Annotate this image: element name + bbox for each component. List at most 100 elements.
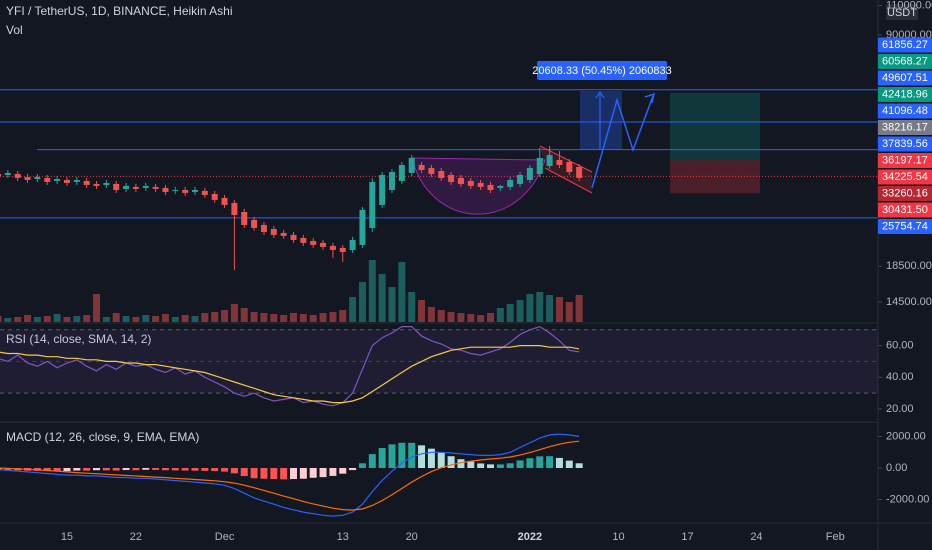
candle-body (320, 242, 327, 247)
currency[interactable]: USDT (887, 7, 917, 19)
measure-label-box (537, 61, 667, 80)
volume-bar (467, 314, 475, 322)
candle-body (103, 182, 110, 185)
candle-body (418, 164, 425, 171)
macd-histogram-bar (457, 459, 465, 469)
volume-bar (201, 313, 209, 322)
macd-line (0, 433, 580, 517)
arrow-head (644, 92, 656, 104)
volume-bar (63, 317, 71, 322)
volume-bar (457, 313, 465, 322)
price-badge (878, 54, 932, 69)
macd-histogram-bar (487, 464, 494, 469)
candle-body (517, 174, 524, 184)
candle-body (457, 177, 464, 184)
x-tick-label: 10 (612, 531, 624, 543)
volume-bar (102, 317, 110, 322)
price-badge (878, 70, 932, 86)
macd-histogram-bar (575, 463, 583, 469)
candle-body (231, 202, 238, 215)
candle-body (497, 185, 504, 188)
volume-bar (0, 316, 2, 322)
volume-bar (211, 312, 219, 322)
volume-bar (555, 297, 563, 322)
candle-body (221, 197, 228, 205)
macd-histogram-bar (408, 442, 416, 469)
position-risk (670, 160, 760, 194)
macd-histogram-bar (280, 468, 288, 480)
macd-histogram-bar (152, 468, 160, 470)
candle-body (34, 176, 41, 179)
candle-body (438, 170, 445, 178)
volume-bar (53, 314, 61, 322)
price-badge-label: 42418.96 (882, 88, 928, 100)
volume-bar (339, 310, 347, 322)
y-tick-label: 0.00 (886, 462, 907, 474)
macd-histogram-bar (63, 468, 71, 472)
volume-bar (152, 316, 160, 322)
candle-body (300, 237, 307, 243)
macd-histogram-bar (73, 468, 81, 471)
macd-histogram-bar (240, 468, 248, 477)
price-badge-label: 33260.16 (882, 187, 928, 199)
macd-histogram-bar (102, 468, 110, 471)
macd-histogram-bar (319, 468, 327, 478)
macd-histogram-bar (506, 463, 514, 469)
candle-body (182, 189, 189, 193)
volume-bar (575, 295, 583, 322)
y-tick-label: 60.00 (886, 339, 914, 351)
macd-histogram-bar (427, 448, 435, 469)
volume-bar (142, 315, 150, 322)
volume-bar (83, 315, 91, 322)
candle-body (142, 185, 149, 188)
x-tick-label: 22 (130, 531, 142, 543)
volume-bar (14, 317, 22, 322)
candle-body (201, 190, 208, 195)
price-badge (878, 186, 932, 201)
price-badge (878, 169, 932, 185)
price-badge-label: 61856.27 (882, 39, 928, 51)
y-tick-label: 110000.00 (886, 0, 932, 12)
candle-body (83, 180, 90, 185)
volume-bar (299, 314, 307, 322)
currency-box[interactable] (886, 4, 918, 20)
volume-bar (93, 294, 100, 322)
candle-body (369, 181, 376, 228)
candle-body (44, 177, 51, 182)
macd-histogram-bar (112, 468, 120, 471)
macd-histogram-bar (43, 468, 51, 472)
price-badge (878, 37, 932, 53)
price-badge-label: 34225.54 (882, 171, 928, 183)
channel-line (539, 145, 593, 173)
volume-bar (230, 304, 238, 322)
macd-histogram-bar (418, 445, 426, 469)
candle-body (14, 173, 21, 178)
macd-histogram-bar (447, 456, 455, 469)
volume-bar (132, 317, 140, 322)
volume-bar (309, 315, 317, 322)
macd-histogram-bar (211, 468, 219, 472)
volume-bar (358, 282, 366, 322)
x-tick-label: 13 (337, 531, 349, 543)
volume-bar (477, 315, 485, 322)
candle-body (162, 187, 169, 192)
macd-histogram-bar (171, 468, 179, 471)
price-badge (878, 87, 932, 102)
y-tick-label: 2000.00 (886, 430, 926, 442)
macd-histogram-bar (260, 468, 268, 479)
macd-histogram-bar (53, 468, 61, 472)
candle-body (398, 164, 405, 181)
price-badge-label: 25754.74 (882, 220, 928, 232)
candle-body (467, 180, 474, 186)
candle-body (310, 240, 317, 245)
channel-line (544, 167, 593, 194)
macd-line (0, 440, 580, 511)
symbol-title: YFI / TetherUS, 1D, BINANCE, Heikin Ashi (6, 4, 233, 18)
macd-histogram-bar (516, 460, 524, 469)
macd-histogram-bar (496, 464, 504, 469)
candle-body (0, 173, 1, 176)
candle-body (487, 184, 494, 190)
candle-body (339, 247, 346, 252)
volume-bar (33, 317, 41, 322)
